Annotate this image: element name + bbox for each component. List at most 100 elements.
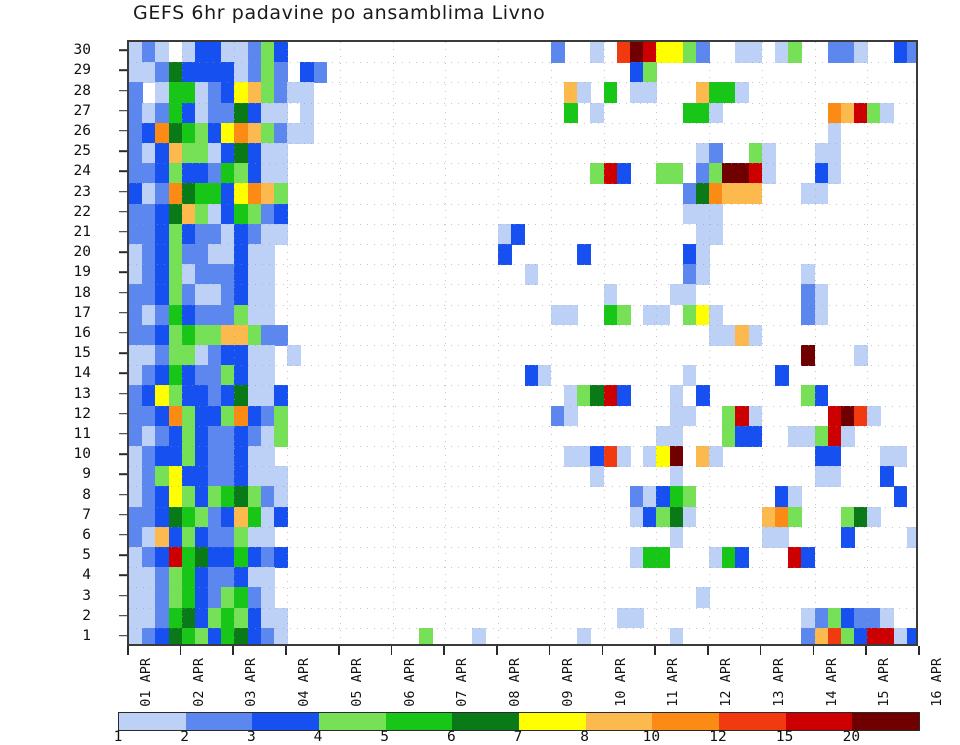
y-tick-label: 26 xyxy=(73,122,91,139)
heatmap-cell xyxy=(129,526,143,548)
heatmap-cell xyxy=(208,607,222,629)
heatmap-cell xyxy=(142,264,156,285)
heatmap-cell xyxy=(260,405,275,427)
heatmap-cell xyxy=(550,405,565,427)
heatmap-cell xyxy=(722,163,737,184)
heatmap-cell xyxy=(234,607,249,629)
heatmap-cell xyxy=(221,567,236,588)
heatmap-cell xyxy=(682,42,697,63)
heatmap-cell xyxy=(643,62,657,83)
y-tick-label: 14 xyxy=(73,365,91,382)
heatmap-cell xyxy=(142,587,156,609)
heatmap-cell xyxy=(129,163,143,184)
heatmap-cell xyxy=(564,405,578,427)
heatmap-cell xyxy=(682,304,697,326)
y-tick-mark xyxy=(119,513,129,516)
colorbar-segment xyxy=(319,713,386,730)
heatmap-cell xyxy=(867,627,882,644)
heatmap-cell xyxy=(590,446,605,467)
heatmap-cell xyxy=(247,203,262,225)
y-tick-mark xyxy=(119,271,129,274)
heatmap-cell xyxy=(221,506,236,528)
heatmap-cell xyxy=(194,102,209,124)
heatmap-cell xyxy=(181,405,196,427)
heatmap-cell xyxy=(181,466,196,487)
heatmap-cell xyxy=(274,143,288,164)
y-tick-mark xyxy=(119,453,129,455)
heatmap-cell xyxy=(774,486,789,508)
heatmap-cell xyxy=(208,284,222,306)
heatmap-cell xyxy=(155,122,170,144)
heatmap-cell xyxy=(142,143,156,164)
heatmap-cell xyxy=(129,82,143,104)
y-tick-label: 7 xyxy=(82,506,91,523)
heatmap-cell xyxy=(722,425,737,447)
heatmap-cell xyxy=(234,324,249,346)
heatmap-cell xyxy=(564,385,578,407)
heatmap-cell xyxy=(629,607,644,629)
heatmap-cell xyxy=(155,324,170,346)
y-tick-label: 4 xyxy=(82,567,91,584)
heatmap-cell xyxy=(867,607,882,629)
heatmap-cell xyxy=(300,122,315,144)
heatmap-cell xyxy=(695,203,710,225)
heatmap-cell xyxy=(801,304,816,326)
heatmap-cell xyxy=(208,42,222,63)
x-tick-label: 12 APR xyxy=(718,658,735,707)
x-tick-label: 14 APR xyxy=(823,658,840,707)
heatmap-cell xyxy=(247,244,262,265)
heatmap-cell xyxy=(142,526,156,548)
heatmap-cell xyxy=(194,264,209,285)
heatmap-cell xyxy=(155,486,170,508)
heatmap-cell xyxy=(260,42,275,63)
heatmap-cell xyxy=(774,365,789,386)
heatmap-cell xyxy=(260,183,275,205)
heatmap-cell xyxy=(155,627,170,644)
heatmap-cell xyxy=(181,385,196,407)
heatmap-cell xyxy=(247,547,262,568)
colorbar-segment xyxy=(852,713,920,730)
heatmap-cell xyxy=(590,42,605,63)
x-tick-label: 08 APR xyxy=(507,658,524,707)
heatmap-cell xyxy=(274,82,288,104)
heatmap-cell xyxy=(616,42,631,63)
heatmap-cell xyxy=(247,506,262,528)
heatmap-cell xyxy=(274,163,288,184)
heatmap-cell xyxy=(260,446,275,467)
heatmap-cell xyxy=(867,506,882,528)
heatmap-cell xyxy=(129,607,143,629)
heatmap-cell xyxy=(577,446,591,467)
heatmap-cell xyxy=(129,102,143,124)
heatmap-cell xyxy=(168,526,183,548)
heatmap-cell xyxy=(155,163,170,184)
heatmap-cell xyxy=(748,405,763,427)
heatmap-cell xyxy=(735,82,750,104)
heatmap-cell xyxy=(274,42,288,63)
heatmap-cell xyxy=(129,304,143,326)
heatmap-cell xyxy=(168,587,183,609)
heatmap-cell xyxy=(234,547,249,568)
y-tick-mark xyxy=(119,433,129,435)
heatmap-cell xyxy=(155,466,170,487)
heatmap-cell xyxy=(194,122,209,144)
heatmap-cell xyxy=(748,163,763,184)
heatmap-cell xyxy=(142,284,156,306)
heatmap-cell xyxy=(155,62,170,83)
heatmap-cell xyxy=(761,526,776,548)
heatmap-cell xyxy=(695,183,710,205)
y-tick-mark xyxy=(119,372,129,375)
heatmap-cell xyxy=(498,223,512,245)
y-tick-label: 13 xyxy=(73,385,91,402)
heatmap-cell xyxy=(590,466,605,487)
heatmap-cell xyxy=(247,102,262,124)
heatmap-cell xyxy=(129,183,143,205)
colorbar-label: 3 xyxy=(246,729,256,745)
x-tick-mark xyxy=(443,646,445,655)
heatmap-cell xyxy=(142,324,156,346)
heatmap-cell xyxy=(656,42,671,63)
heatmap-cell xyxy=(221,42,236,63)
heatmap-cell xyxy=(168,122,183,144)
heatmap-cell xyxy=(695,587,710,609)
heatmap-cell xyxy=(735,183,750,205)
y-tick-mark xyxy=(119,534,129,536)
